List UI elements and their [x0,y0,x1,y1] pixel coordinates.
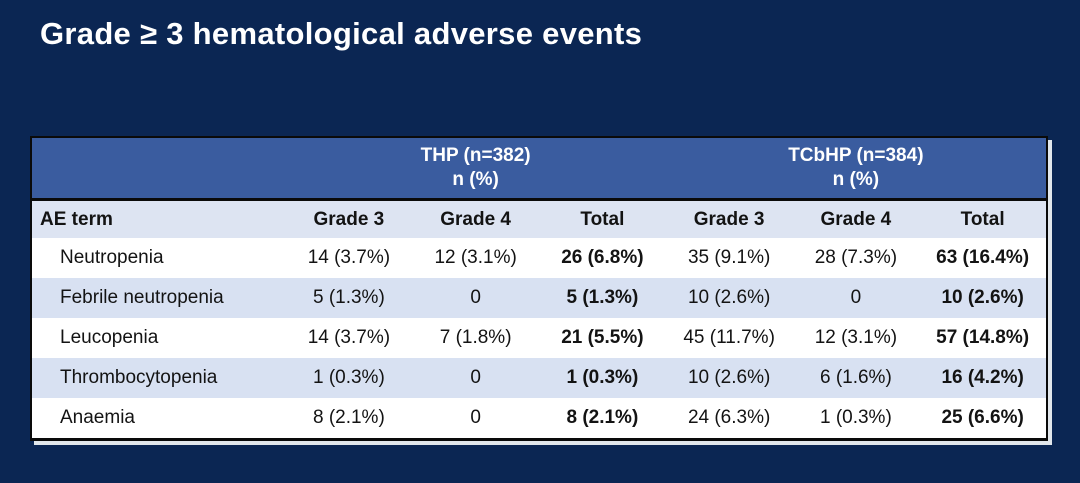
ae-term-cell: Febrile neutropenia [60,287,224,308]
total-value-cell: 21 (5.5%) [561,327,644,348]
ae-term-cell: Anaemia [60,407,135,428]
value-cell: 14 (3.7%) [307,327,391,348]
page-title: Grade ≥ 3 hematological adverse events [40,16,643,51]
value-cell: 45 (11.7%) [683,327,775,348]
value-cell: 1 (0.3%) [312,367,385,388]
value-cell: 28 (7.3%) [814,247,898,268]
value-cell: 10 (2.6%) [687,287,771,308]
value-cell: 12 (3.1%) [434,247,517,268]
group-header-thp: THP (n=382) n (%) [285,138,666,201]
total-value-cell: 57 (14.8%) [936,327,1030,348]
total-value-cell: 25 (6.6%) [941,407,1024,428]
value-cell: 12 (3.1%) [814,327,898,348]
total-value-cell: 26 (6.8%) [561,247,644,268]
value-cell: 0 [470,367,481,388]
group-header-tcbhp-sub: n (%) [832,169,880,190]
group-header-tcbhp-label: TCbHP (n=384) [788,145,924,166]
value-cell: 6 (1.6%) [819,367,892,388]
adverse-events-table: THP (n=382) n (%) TCbHP (n=384) n (%) AE… [30,136,1048,441]
value-cell: 0 [470,287,481,308]
column-header-tcbhp-grade3: Grade 3 [665,199,793,238]
value-cell: 10 (2.6%) [687,367,771,388]
value-cell: 5 (1.3%) [312,287,385,308]
table-row-anaemia: Anaemia 8 (2.1%) 0 8 (2.1%) 24 (6.3%) 1 … [32,398,1046,438]
value-cell: 7 (1.8%) [439,327,512,348]
value-cell: 0 [470,407,481,428]
total-value-cell: 16 (4.2%) [941,367,1024,388]
table-row-leucopenia: Leucopenia 14 (3.7%) 7 (1.8%) 21 (5.5%) … [32,318,1046,358]
total-value-cell: 1 (0.3%) [566,367,639,388]
group-header-spacer [32,138,286,201]
value-cell: 0 [850,287,862,308]
treatment-group-header-row: THP (n=382) n (%) TCbHP (n=384) n (%) [32,138,1046,201]
column-header-thp-grade3: Grade 3 [285,199,413,238]
ae-term-cell: Neutropenia [60,247,164,268]
column-header-thp-grade4: Grade 4 [412,199,539,238]
total-value-cell: 5 (1.3%) [566,287,639,308]
total-value-cell: 10 (2.6%) [941,287,1024,308]
column-header-row: AE term Grade 3 Grade 4 Total Grade 3 Gr… [32,199,1046,238]
column-header-ae-term: AE term [32,199,286,238]
value-cell: 14 (3.7%) [307,247,391,268]
column-header-thp-total: Total [539,199,666,238]
table-row-febrile-neutropenia: Febrile neutropenia 5 (1.3%) 0 5 (1.3%) … [32,278,1046,318]
total-value-cell: 8 (2.1%) [566,407,639,428]
ae-data-table: THP (n=382) n (%) TCbHP (n=384) n (%) AE… [32,138,1046,438]
value-cell: 35 (9.1%) [687,247,771,268]
value-cell: 1 (0.3%) [819,407,892,428]
total-value-cell: 63 (16.4%) [936,247,1030,268]
table-row-neutropenia: Neutropenia 14 (3.7%) 12 (3.1%) 26 (6.8%… [32,238,1046,278]
group-header-tcbhp: TCbHP (n=384) n (%) [665,138,1046,201]
column-header-tcbhp-grade4: Grade 4 [792,199,920,238]
group-header-thp-sub: n (%) [452,169,499,190]
group-header-thp-label: THP (n=382) [420,145,531,166]
table-row-thrombocytopenia: Thrombocytopenia 1 (0.3%) 0 1 (0.3%) 10 … [32,358,1046,398]
ae-term-cell: Thrombocytopenia [60,367,218,388]
ae-term-cell: Leucopenia [60,327,159,348]
value-cell: 24 (6.3%) [687,407,771,428]
column-header-tcbhp-total: Total [919,199,1046,238]
value-cell: 8 (2.1%) [312,407,385,428]
